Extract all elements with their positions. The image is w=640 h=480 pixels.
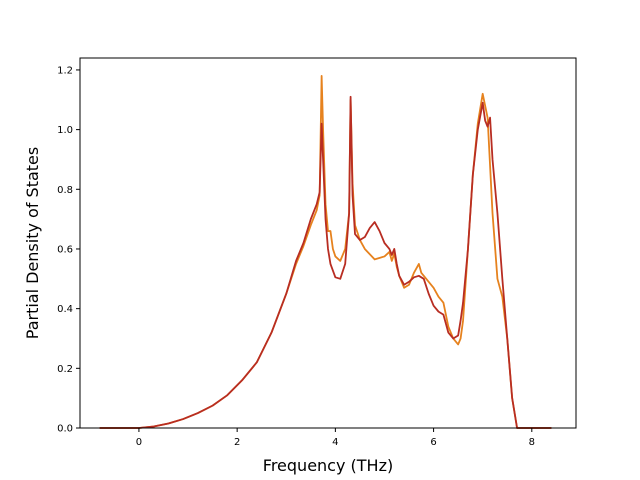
x-tick-label: 6 bbox=[430, 437, 436, 448]
y-tick-label: 0.6 bbox=[57, 244, 73, 255]
x-tick-label: 2 bbox=[234, 437, 240, 448]
y-axis-ticks: 0.0 0.2 0.4 0.6 0.8 1.0 1.2 bbox=[57, 65, 80, 435]
plot-frame bbox=[79, 57, 577, 429]
y-tick-label: 0.2 bbox=[57, 364, 73, 375]
series-layer bbox=[99, 75, 552, 429]
x-tick-label: 8 bbox=[529, 437, 535, 448]
x-axis-ticks: 0 2 4 6 8 bbox=[136, 428, 535, 448]
y-tick-label: 0.4 bbox=[57, 304, 73, 315]
y-tick-label: 1.0 bbox=[57, 125, 73, 136]
series-line-2 bbox=[99, 95, 552, 429]
y-tick-label: 0.0 bbox=[57, 424, 73, 435]
y-tick-label: 1.2 bbox=[57, 65, 73, 76]
series-line-1 bbox=[99, 75, 552, 429]
x-axis-label: Frequency (THz) bbox=[263, 456, 393, 475]
x-tick-label: 0 bbox=[136, 437, 142, 448]
x-tick-label: 4 bbox=[332, 437, 338, 448]
y-axis-label: Partial Density of States bbox=[23, 147, 42, 339]
y-tick-label: 0.8 bbox=[57, 185, 73, 196]
